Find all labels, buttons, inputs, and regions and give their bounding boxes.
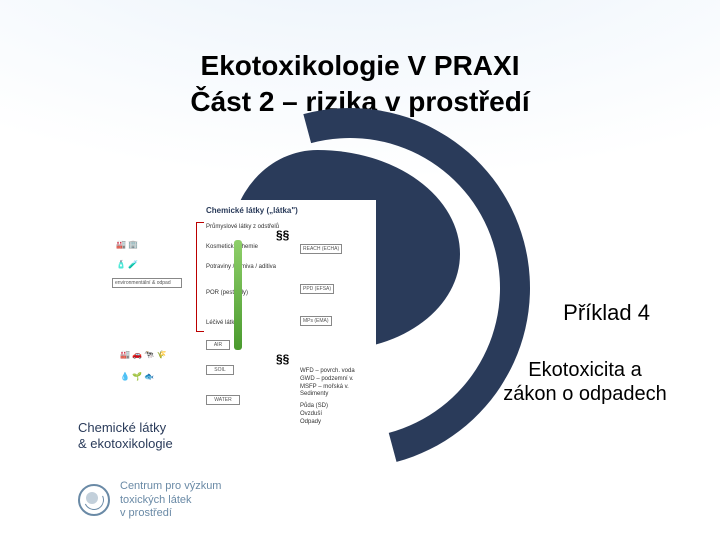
lr-1: GWD – podzemní v. bbox=[300, 376, 355, 384]
lr-4: Půda (SD) bbox=[300, 403, 355, 411]
mps-box: MPs (EMA) bbox=[300, 316, 332, 326]
footer-text: Centrum pro výzkum toxických látek v pro… bbox=[120, 480, 221, 520]
env-icons2: 💧 🌱 🐟 bbox=[120, 372, 154, 381]
water-box: WATER bbox=[206, 395, 240, 405]
globe-icon bbox=[78, 484, 110, 516]
lr-5: Ovzduší bbox=[300, 411, 355, 419]
sources-icon: 🏭 🏢 bbox=[116, 240, 138, 249]
ppd-box: PPD (EFSA) bbox=[300, 284, 334, 294]
title-line1: Ekotoxikologie V PRAXI bbox=[201, 50, 520, 81]
env-icons: 🏭 🚗 🐄 🌾 bbox=[120, 350, 167, 359]
reach-box: REACH (ECHA) bbox=[300, 244, 342, 254]
paragraph-symbol-2: §§ bbox=[276, 352, 289, 366]
footer: Centrum pro výzkum toxických látek v pro… bbox=[78, 480, 221, 520]
example-text: Ekotoxicita a zákon o odpadech bbox=[500, 358, 670, 406]
lr-6: Odpady bbox=[300, 419, 355, 427]
lr-2: MSFP – mořská v. bbox=[300, 384, 355, 392]
chem-label: Chemické látky & ekotoxikologie bbox=[78, 420, 173, 453]
soil-box: SOIL bbox=[206, 365, 234, 375]
diagram-header: Chemické látky („látka") bbox=[206, 206, 298, 215]
chem-line2: & ekotoxikologie bbox=[78, 436, 173, 451]
footer-l2: toxických látek bbox=[120, 494, 221, 507]
footer-l3: v prostředí bbox=[120, 507, 221, 520]
footer-l1: Centrum pro výzkum bbox=[120, 480, 221, 493]
chem-line1: Chemické látky bbox=[78, 420, 166, 435]
item-4: Léčivé látky bbox=[206, 320, 237, 326]
lr-0: WFD – povrch. voda bbox=[300, 368, 355, 376]
sources-icon2: 🧴 🧪 bbox=[116, 260, 138, 269]
lr-3: Sedimenty bbox=[300, 391, 355, 399]
item-1: Kosmetická chemie bbox=[206, 244, 258, 250]
example-number: Příklad 4 bbox=[563, 300, 650, 326]
green-bar bbox=[234, 240, 242, 350]
slide: { "title": { "line1": "Ekotoxikologie V … bbox=[0, 0, 720, 540]
sources-box: environmentální & odpad bbox=[112, 278, 182, 288]
air-box: AIR bbox=[206, 340, 230, 350]
item-0: Průmyslové látky z odstřelů bbox=[206, 224, 279, 230]
lower-right-list: WFD – povrch. voda GWD – podzemní v. MSF… bbox=[300, 368, 355, 427]
paragraph-symbol-1: §§ bbox=[276, 228, 289, 242]
bracket-upper bbox=[196, 222, 204, 332]
